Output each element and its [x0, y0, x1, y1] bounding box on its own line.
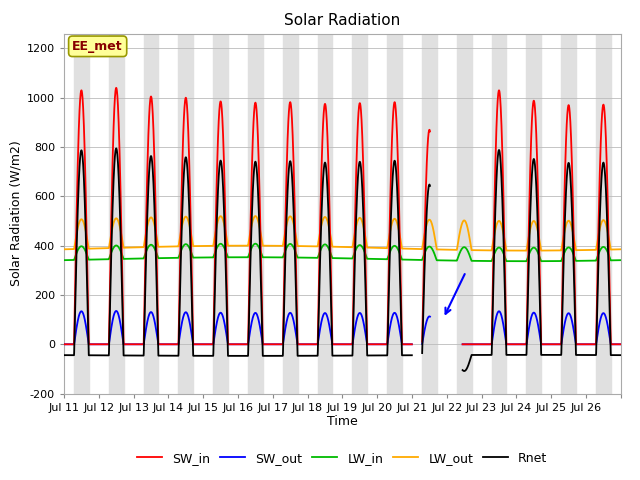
SW_in [617, 341, 625, 347]
Bar [317, 34, 332, 394]
LW_in [156, 255, 164, 261]
Rnet [617, 352, 625, 358]
LW_out [60, 246, 68, 252]
Y-axis label: Solar Radiation (W/m2): Solar Radiation (W/m2) [10, 141, 22, 287]
SW_out [472, 341, 479, 347]
Bar [527, 34, 541, 394]
LW_out [156, 244, 164, 250]
Rnet [488, 349, 495, 355]
SW_in [488, 338, 495, 344]
Bar [179, 34, 193, 394]
Line: SW_out: SW_out [64, 311, 621, 344]
LW_out [617, 246, 625, 252]
SW_out [420, 329, 428, 335]
SW_out [488, 341, 495, 347]
Rnet [156, 353, 164, 359]
LW_out [522, 248, 530, 253]
Bar [353, 34, 367, 394]
Bar [248, 34, 262, 394]
Line: SW_in: SW_in [64, 88, 621, 344]
SW_out [60, 341, 68, 347]
LW_in [60, 257, 68, 263]
Legend: SW_in, SW_out, LW_in, LW_out, Rnet: SW_in, SW_out, LW_in, LW_out, Rnet [132, 447, 552, 469]
Bar [74, 34, 89, 394]
Bar [561, 34, 576, 394]
Bar [144, 34, 158, 394]
Bar [596, 34, 611, 394]
LW_in [522, 258, 530, 264]
SW_in [156, 341, 164, 347]
Bar [422, 34, 436, 394]
LW_in [252, 241, 259, 247]
SW_out [156, 341, 164, 347]
SW_in [496, 94, 504, 99]
LW_in [488, 258, 495, 264]
SW_in [472, 341, 479, 347]
LW_out [420, 233, 428, 239]
X-axis label: Time: Time [327, 415, 358, 429]
Line: LW_out: LW_out [64, 216, 621, 251]
Line: LW_in: LW_in [64, 244, 621, 261]
LW_out [496, 219, 504, 225]
Text: EE_met: EE_met [72, 40, 123, 53]
Bar [283, 34, 298, 394]
LW_in [496, 245, 504, 251]
LW_in [617, 257, 625, 263]
Bar [213, 34, 228, 394]
Bar [109, 34, 124, 394]
Line: Rnet: Rnet [64, 148, 621, 371]
Rnet [420, 278, 428, 284]
LW_out [472, 247, 479, 253]
LW_out [431, 238, 439, 244]
Bar [457, 34, 472, 394]
LW_out [252, 213, 259, 219]
SW_out [496, 309, 504, 315]
Bar [387, 34, 402, 394]
Bar [492, 34, 506, 394]
LW_out [488, 247, 495, 253]
Rnet [472, 352, 479, 358]
LW_in [472, 258, 479, 264]
LW_in [431, 253, 439, 259]
SW_in [60, 341, 68, 347]
Rnet [496, 152, 504, 158]
LW_in [420, 251, 428, 257]
SW_in [420, 248, 428, 254]
Rnet [60, 352, 68, 358]
Title: Solar Radiation: Solar Radiation [284, 13, 401, 28]
SW_out [617, 341, 625, 347]
